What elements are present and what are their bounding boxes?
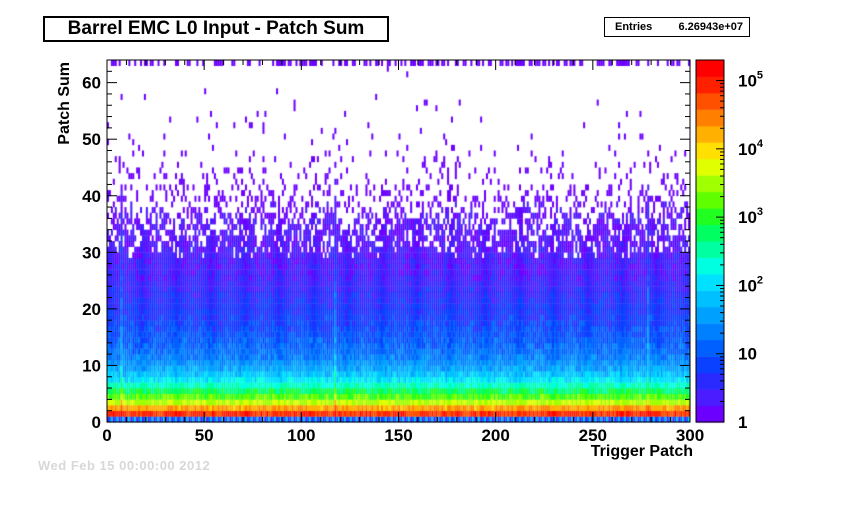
colorbar-tick-label: 1 [738,413,747,432]
y-tick-label: 0 [92,413,101,432]
y-tick-label: 60 [82,74,101,93]
colorbar-tick-exponent: 3 [757,206,763,218]
y-axis-label: Patch Sum [56,62,73,145]
colorbar-tick-label: 105 [738,70,763,91]
x-tick-label: 50 [195,426,214,445]
colorbar-tick-exponent: 5 [757,70,763,82]
colorbar-tick-label: 104 [738,138,764,159]
colorbar-tick-label: 103 [738,206,763,227]
colorbar-frame [696,60,724,422]
x-tick-label: 150 [384,426,412,445]
colorbar-tick-label: 102 [738,274,763,295]
y-tick-label: 40 [82,187,101,206]
x-axis-label: Trigger Patch [591,443,693,460]
y-tick-label: 20 [82,300,101,319]
y-tick-label: 30 [82,243,101,262]
y-tick-label: 50 [82,130,101,149]
colorbar-tick-exponent: 4 [757,138,764,150]
colorbar-tick-label: 10 [738,345,757,364]
plot-frame [107,60,690,422]
x-tick-label: 0 [102,426,111,445]
x-tick-label: 200 [481,426,509,445]
colorbar-tick-exponent: 2 [757,274,763,286]
x-tick-label: 100 [287,426,315,445]
y-tick-label: 10 [82,356,101,375]
